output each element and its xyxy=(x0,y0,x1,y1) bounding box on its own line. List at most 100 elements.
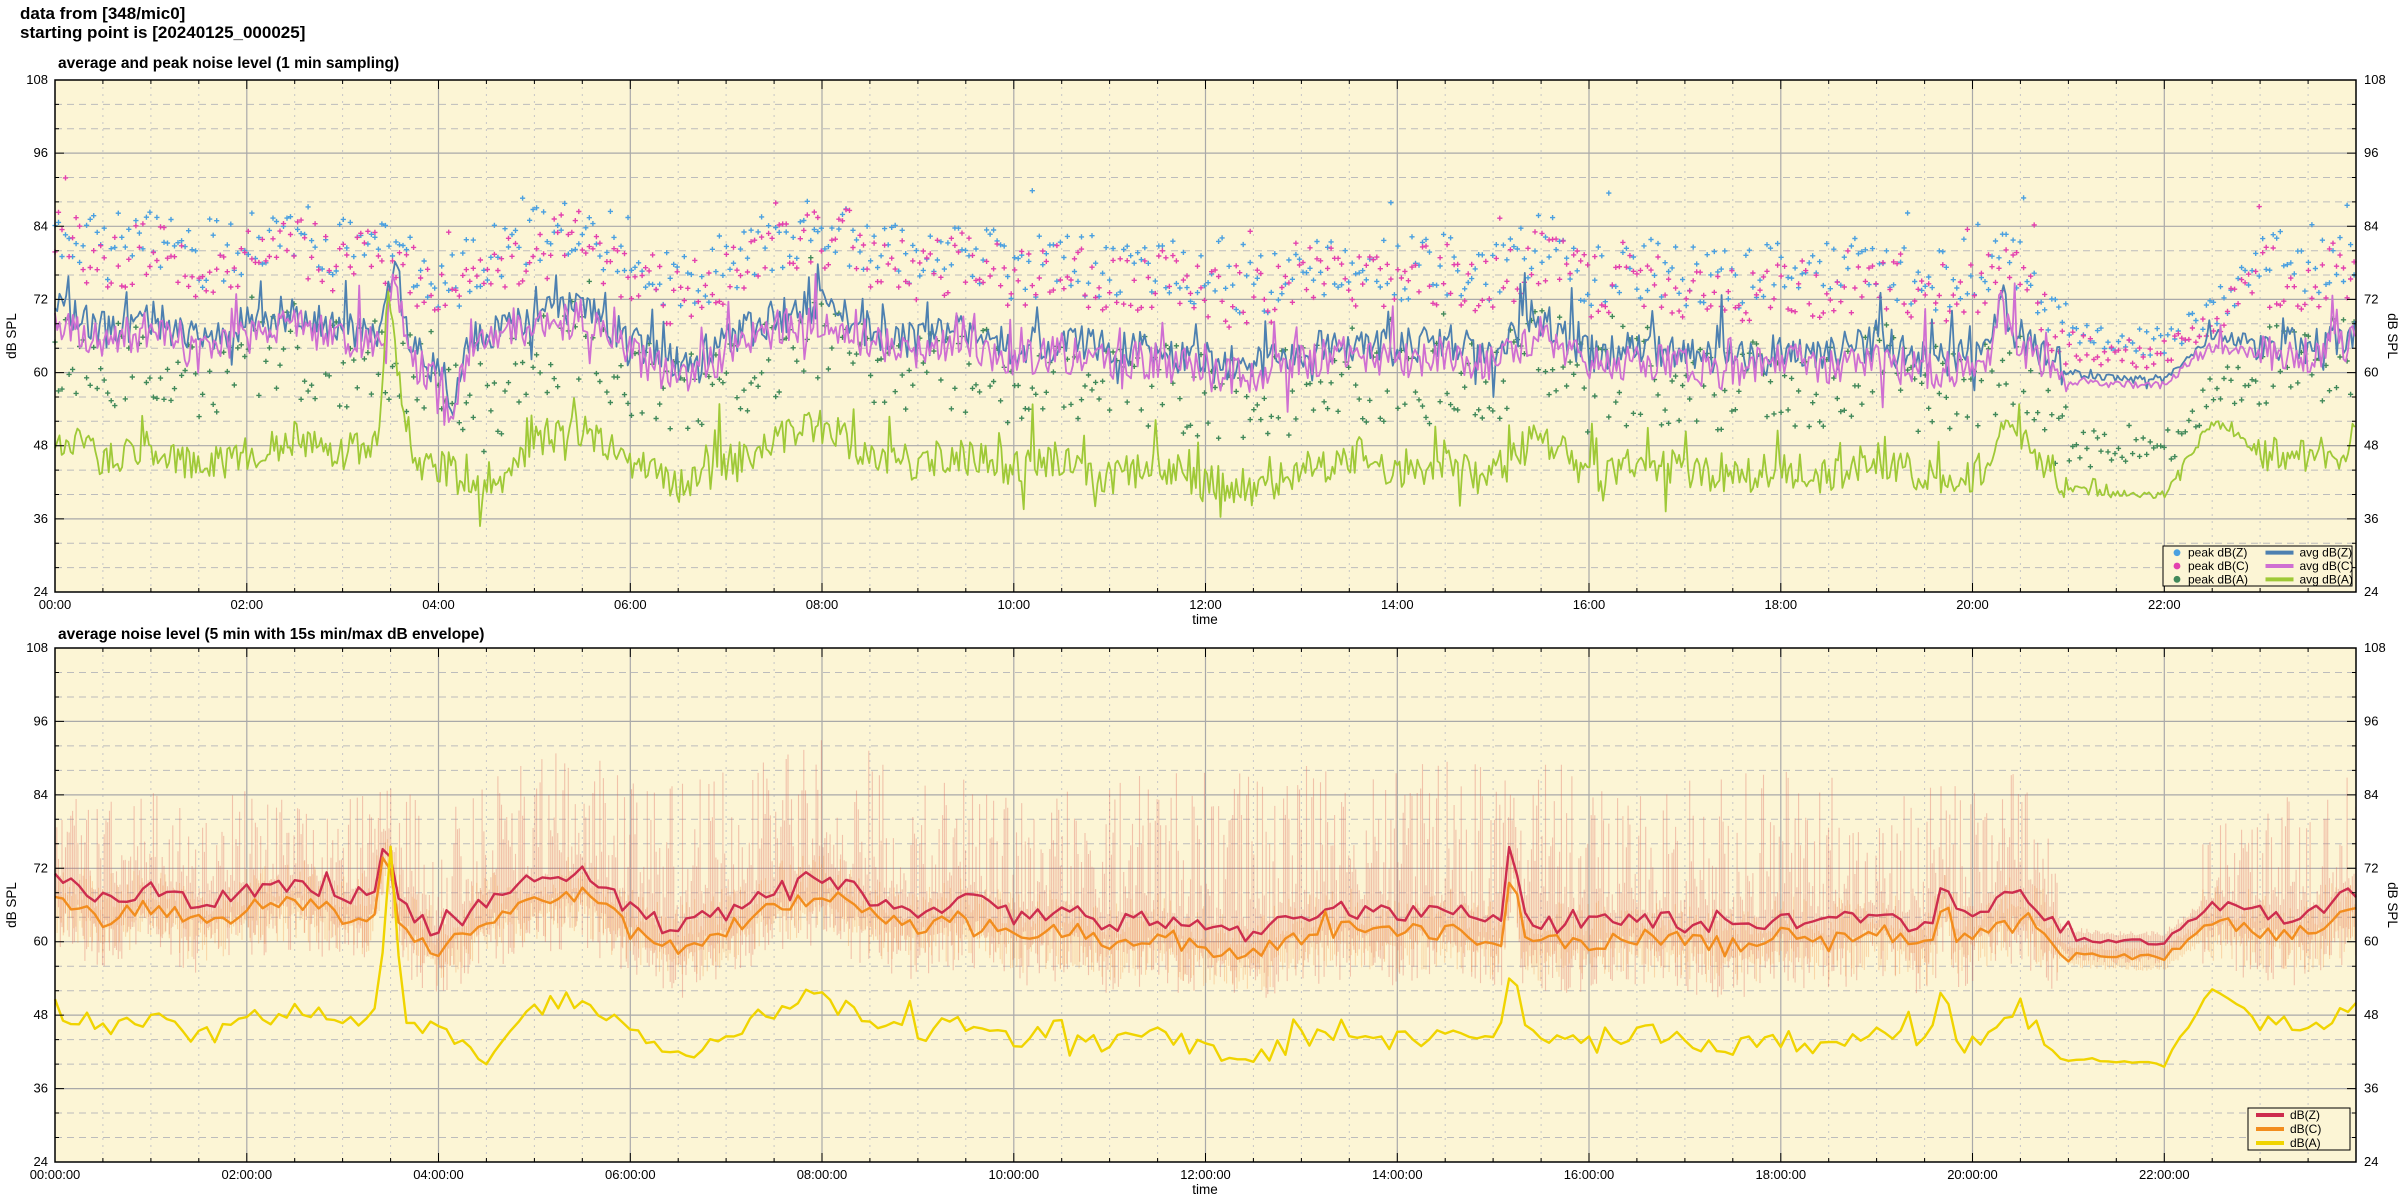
plot-border xyxy=(54,79,2357,593)
gridlines xyxy=(55,648,2356,1162)
x-tick-label: 08:00 xyxy=(806,597,839,612)
x-tick-label: 14:00 xyxy=(1381,597,1414,612)
y2-tick-label: 96 xyxy=(2364,145,2378,160)
series-avg-db-z xyxy=(54,260,2356,417)
y-tick-label: 36 xyxy=(34,1081,48,1096)
y2-tick-label: 48 xyxy=(2364,438,2378,453)
legend-label: peak dB(C) xyxy=(2188,559,2249,573)
y2-tick-label: 60 xyxy=(2364,934,2378,949)
y2-tick-label: 108 xyxy=(2364,72,2386,87)
x-tick-label: 12:00:00 xyxy=(1180,1167,1231,1182)
y-tick-label: 84 xyxy=(34,218,48,233)
series-avg-db-c xyxy=(54,272,2356,426)
bottom-chart-title: average noise level (5 min with 15s min/… xyxy=(58,626,484,643)
x-tick-label: 20:00 xyxy=(1956,597,1989,612)
x-tick-label: 10:00 xyxy=(998,597,1031,612)
x-tick-label: 00:00 xyxy=(39,597,72,612)
bottom-chart-ylabel: dB SPL xyxy=(4,882,19,928)
y-tick-label: 36 xyxy=(34,511,48,526)
legend-swatch-dot xyxy=(2173,562,2181,570)
y2-tick-label: 60 xyxy=(2364,365,2378,380)
legend-label: peak dB(Z) xyxy=(2188,546,2247,560)
y2-tick-label: 36 xyxy=(2364,1081,2378,1096)
top-chart-ylabel: dB SPL xyxy=(4,313,19,359)
x-tick-label: 06:00:00 xyxy=(605,1167,656,1182)
legend: peak dB(Z)peak dB(C)peak dB(A)avg dB(Z)a… xyxy=(2162,545,2354,587)
header: data from [348/mic0] starting point is [… xyxy=(20,4,305,42)
x-tick-label: 18:00:00 xyxy=(1755,1167,1806,1182)
top-chart-xlabel: time xyxy=(1192,612,1218,627)
legend-swatch-dot xyxy=(2173,549,2181,557)
y2-tick-label: 72 xyxy=(2364,860,2378,875)
y2-tick-label: 36 xyxy=(2364,511,2378,526)
y-tick-label: 108 xyxy=(26,640,48,655)
y2-tick-label: 108 xyxy=(2364,640,2386,655)
top-chart-y2label: dB SPL xyxy=(2385,313,2400,359)
x-tick-label: 22:00:00 xyxy=(2139,1167,2190,1182)
top-chart-plot: 24 24 36 36 48 48 60 60 72 72 84 84 96 96 108 108 00:00 0… xyxy=(26,72,2385,612)
tick-labels: 24 24 36 36 48 48 60 60 72 72 84 84 96 96 108 108 00:00 0… xyxy=(26,72,2385,612)
legend-label: avg dB(C) xyxy=(2300,559,2354,573)
x-tick-label: 12:00 xyxy=(1189,597,1222,612)
y-tick-label: 96 xyxy=(34,145,48,160)
legend-label: dB(Z) xyxy=(2290,1108,2320,1122)
legend-box xyxy=(2162,545,2353,587)
legend-label: dB(A) xyxy=(2290,1136,2321,1150)
y-tick-label: 72 xyxy=(34,860,48,875)
top-chart: 24 24 36 36 48 48 60 60 72 72 84 84 96 96 108 108 00:00 0… xyxy=(0,40,2400,636)
x-tick-label: 16:00 xyxy=(1573,597,1606,612)
x-tick-label: 10:00:00 xyxy=(988,1167,1039,1182)
y2-tick-label: 96 xyxy=(2364,713,2378,728)
legend-label: peak dB(A) xyxy=(2188,572,2248,586)
x-tick-label: 20:00:00 xyxy=(1947,1167,1998,1182)
x-tick-label: 02:00:00 xyxy=(221,1167,272,1182)
legend-label: dB(C) xyxy=(2290,1122,2321,1136)
top-chart-canvas: 24 24 36 36 48 48 60 60 72 72 84 84 96 96 108 108 00:00 0… xyxy=(4,55,2400,627)
legend-label: avg dB(A) xyxy=(2300,572,2353,586)
series-avg-db-a xyxy=(54,290,2356,528)
x-tick-label: 22:00 xyxy=(2148,597,2181,612)
x-tick-label: 18:00 xyxy=(1765,597,1798,612)
bottom-chart-xlabel: time xyxy=(1192,1182,1218,1197)
x-tick-label: 04:00 xyxy=(422,597,455,612)
top-chart-title: average and peak noise level (1 min samp… xyxy=(58,55,399,72)
legend-swatch-dot xyxy=(2173,575,2181,583)
header-line-1: data from [348/mic0] xyxy=(20,4,186,23)
y2-tick-label: 24 xyxy=(2364,584,2378,599)
header-line-2: starting point is [20240125_000025] xyxy=(20,23,306,42)
y2-tick-label: 72 xyxy=(2364,291,2378,306)
x-tick-label: 06:00 xyxy=(614,597,647,612)
tick-labels: 24 24 36 36 48 48 60 60 72 72 84 84 96 96 108 108 00:00:… xyxy=(26,640,2385,1182)
legend: dB(Z)dB(C)dB(A) xyxy=(2247,1107,2351,1151)
legend-label: avg dB(Z) xyxy=(2300,546,2353,560)
y2-tick-label: 24 xyxy=(2364,1154,2378,1169)
y-tick-label: 60 xyxy=(34,365,48,380)
y-tick-label: 24 xyxy=(34,1154,48,1169)
y2-tick-label: 84 xyxy=(2364,787,2378,802)
plot-border xyxy=(54,647,2357,1163)
bottom-chart-plot: 24 24 36 36 48 48 60 60 72 72 84 84 96 96 108 108 00:00:… xyxy=(26,640,2385,1182)
y-tick-label: 96 xyxy=(34,713,48,728)
bottom-chart: 24 24 36 36 48 48 60 60 72 72 84 84 96 96 108 108 00:00:… xyxy=(0,616,2400,1200)
x-tick-label: 00:00:00 xyxy=(30,1167,81,1182)
series-db-z xyxy=(54,845,2357,946)
x-tick-label: 08:00:00 xyxy=(797,1167,848,1182)
y-tick-label: 72 xyxy=(34,291,48,306)
x-tick-label: 02:00 xyxy=(231,597,264,612)
x-tick-label: 04:00:00 xyxy=(413,1167,464,1182)
y-tick-label: 48 xyxy=(34,1007,48,1022)
y2-tick-label: 84 xyxy=(2364,218,2378,233)
series-db-a xyxy=(53,845,2357,1068)
x-tick-label: 14:00:00 xyxy=(1372,1167,1423,1182)
bottom-chart-y2label: dB SPL xyxy=(2385,882,2400,928)
series-db-c xyxy=(54,856,2357,963)
y-tick-label: 108 xyxy=(26,72,48,87)
y-tick-label: 60 xyxy=(34,934,48,949)
y-tick-label: 24 xyxy=(34,584,48,599)
x-tick-label: 16:00:00 xyxy=(1564,1167,1615,1182)
y2-tick-label: 48 xyxy=(2364,1007,2378,1022)
bottom-chart-canvas: 24 24 36 36 48 48 60 60 72 72 84 84 96 96 108 108 00:00:… xyxy=(4,626,2400,1197)
y-tick-label: 84 xyxy=(34,787,48,802)
y-tick-label: 48 xyxy=(34,438,48,453)
